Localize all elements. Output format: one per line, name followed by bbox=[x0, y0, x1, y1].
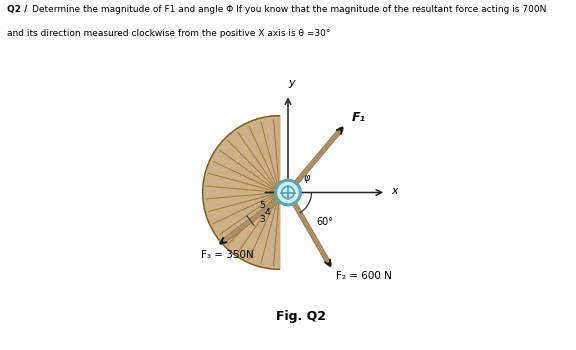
Text: Fig. Q2: Fig. Q2 bbox=[276, 310, 326, 323]
Text: Q2 /: Q2 / bbox=[7, 5, 27, 14]
Text: Determine the magnitude of F1 and angle Φ If you know that the magnitude of the : Determine the magnitude of F1 and angle … bbox=[32, 5, 546, 14]
Circle shape bbox=[276, 180, 300, 205]
Text: φ: φ bbox=[304, 173, 310, 183]
Text: 3: 3 bbox=[259, 215, 265, 224]
Text: 5: 5 bbox=[259, 201, 265, 210]
Polygon shape bbox=[203, 116, 279, 269]
Text: F₂ = 600 N: F₂ = 600 N bbox=[336, 271, 392, 281]
Text: and its direction measured clockwise from the positive X axis is θ =30°: and its direction measured clockwise fro… bbox=[7, 29, 330, 38]
Text: y: y bbox=[288, 78, 295, 89]
Text: F₃ = 350N: F₃ = 350N bbox=[201, 250, 254, 259]
Text: F₁: F₁ bbox=[351, 111, 366, 124]
Text: 4: 4 bbox=[264, 208, 270, 217]
Text: 60°: 60° bbox=[316, 217, 333, 227]
Text: x: x bbox=[391, 186, 398, 196]
